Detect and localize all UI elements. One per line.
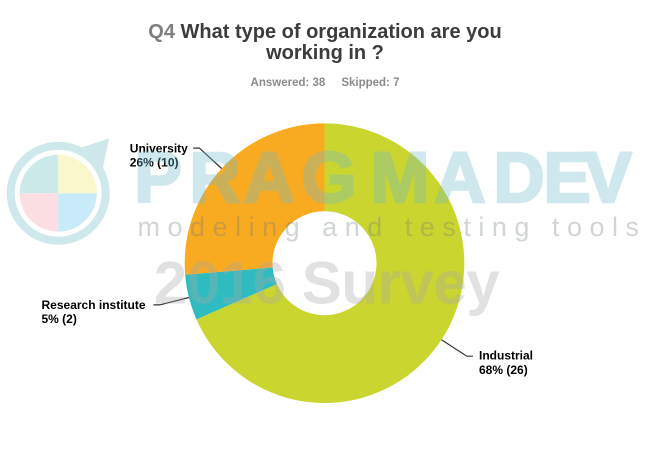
svg-text:Research institute: Research institute (42, 298, 146, 312)
svg-text:E: E (543, 139, 590, 218)
svg-text:A: A (434, 139, 485, 218)
svg-text:R: R (189, 139, 240, 218)
svg-text:A: A (243, 139, 294, 218)
svg-text:D: D (493, 139, 544, 218)
svg-text:68% (26): 68% (26) (479, 363, 528, 377)
svg-text:5% (2): 5% (2) (42, 312, 77, 326)
svg-text:2016 Survey: 2016 Survey (154, 250, 501, 317)
svg-text:P: P (134, 139, 181, 218)
svg-text:V: V (584, 139, 631, 218)
svg-text:G: G (301, 139, 356, 218)
svg-text:26% (10): 26% (10) (130, 155, 179, 169)
svg-text:University: University (130, 141, 188, 155)
svg-text:M: M (370, 139, 429, 218)
svg-text:Industrial: Industrial (479, 349, 533, 363)
